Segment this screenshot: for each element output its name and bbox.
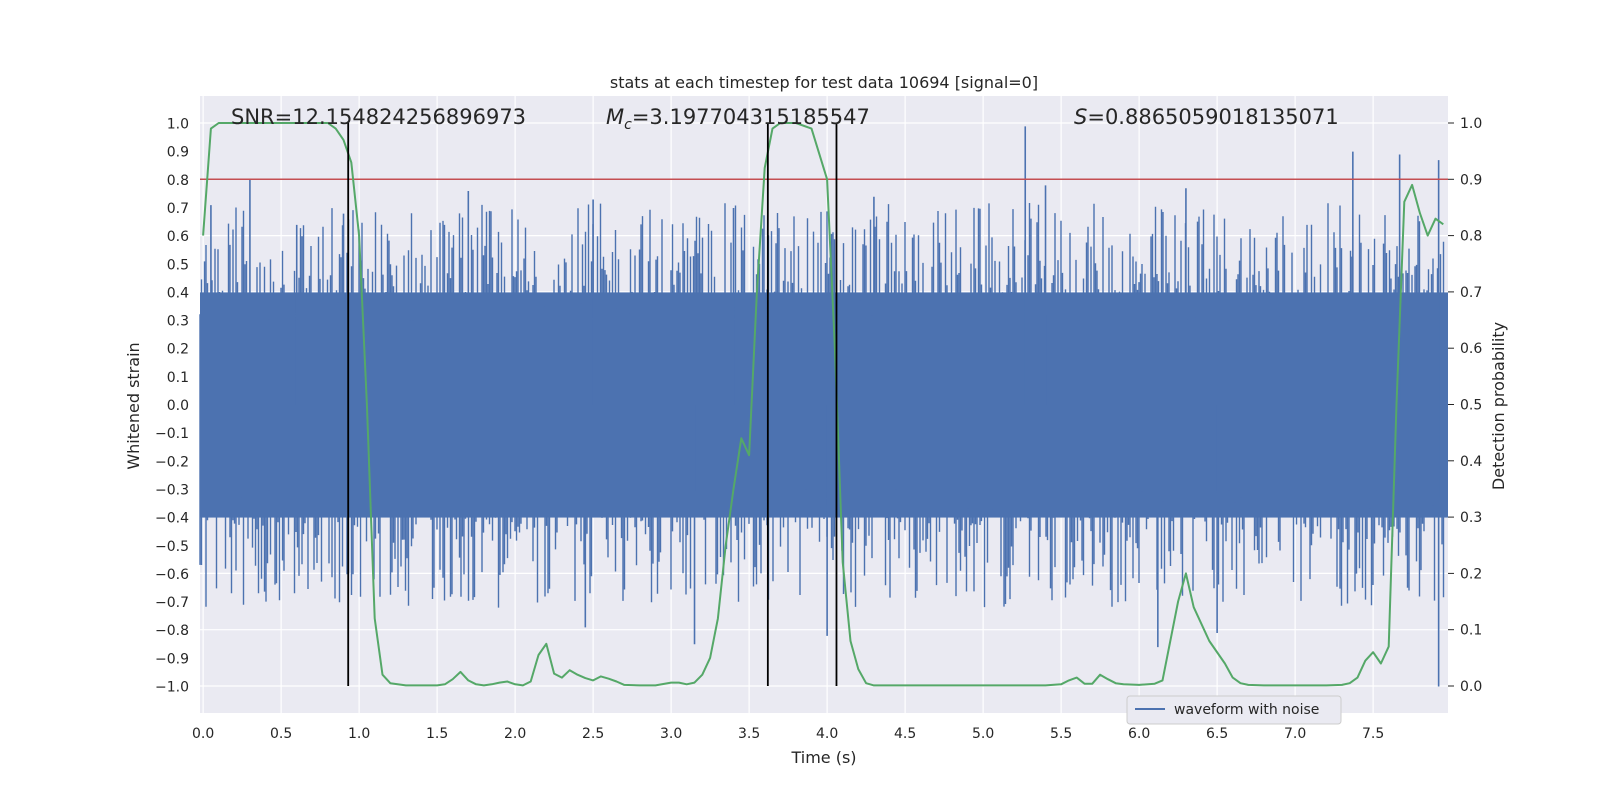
y-tick-label: 1.0: [167, 117, 189, 133]
y-tick-label: 0.9: [167, 145, 189, 161]
x-tick-label: 6.0: [1128, 726, 1150, 742]
y2-tick-label: 0.1: [1460, 623, 1482, 639]
x-tick-label: 0.0: [192, 726, 214, 742]
y2-axis-ticks: 1.0 0.9 0.8 0.7 0.6 0.5 0.4 0.3 0.2 0.1 0.0: [1448, 116, 1482, 695]
x-tick-label: 7.5: [1362, 726, 1384, 742]
y-tick-label: −0.7: [155, 595, 189, 611]
y-axis-ticks: 1.0 0.9 0.8 0.7 0.6 0.5 0.4 0.3 0.2 0.1 0.0 −0.1 −0.…: [155, 117, 189, 696]
y-tick-label: −1.0: [155, 680, 189, 696]
y2-tick-label: 0.5: [1460, 398, 1482, 414]
chirp-mass-symbol: M: [606, 105, 624, 129]
x-tick-label: 3.5: [738, 726, 760, 742]
y-tick-label: −0.5: [155, 539, 189, 555]
y-tick-label: −0.2: [155, 454, 189, 470]
y2-tick-label: 0.3: [1460, 510, 1482, 526]
waveform-noise: [199, 203, 1448, 608]
detection-probability-series: [202, 122, 1444, 687]
y-tick-label: −0.6: [155, 567, 189, 583]
y-tick-label: 0.2: [167, 342, 189, 358]
y-tick-label: −0.4: [155, 511, 189, 527]
chirp-mass-subscript: c: [624, 117, 632, 133]
y-tick-label: 0.8: [167, 173, 189, 189]
y2-tick-label: 0.7: [1460, 285, 1482, 301]
legend: waveform with noise: [1126, 695, 1342, 725]
y2-tick-label: 0.9: [1460, 172, 1482, 188]
y-tick-label: −0.9: [155, 651, 189, 667]
x-tick-label: 5.0: [972, 726, 994, 742]
waveform-with-noise-series: [199, 126, 1448, 687]
y-tick-label: 0.4: [167, 285, 189, 301]
x-tick-label: 6.5: [1206, 726, 1228, 742]
x-tick-label: 3.0: [660, 726, 682, 742]
score-symbol: S: [1074, 105, 1087, 129]
y-tick-label: −0.3: [155, 482, 189, 498]
y2-tick-label: 0.2: [1460, 566, 1482, 582]
x-tick-label: 4.5: [894, 726, 916, 742]
legend-box: [1126, 695, 1342, 725]
detection-boundaries: [347, 123, 838, 686]
y2-axis-label: Detection probability: [1489, 322, 1508, 490]
y2-tick-label: 0.4: [1460, 454, 1482, 470]
legend-label: waveform with noise: [1174, 702, 1319, 718]
x-tick-label: 5.5: [1050, 726, 1072, 742]
snr-annotation: SNR=12.154824256896973: [231, 105, 526, 129]
y2-tick-label: 0.8: [1460, 229, 1482, 245]
x-axis-ticks: 0.0 0.5 1.0 1.5 2.0 2.5 3.0 3.5 4.0 4.5 5.0 5.5 6.0 6…: [192, 726, 1384, 742]
y-axis-label: Whitened strain: [124, 342, 143, 469]
x-tick-label: 1.5: [426, 726, 448, 742]
y-tick-label: 0.0: [167, 398, 189, 414]
chirp-mass-annotation: Mc=3.197704315185547: [606, 105, 870, 133]
x-tick-label: 0.5: [270, 726, 292, 742]
score-annotation: S=0.8865059018135071: [1074, 105, 1339, 129]
detection-probability-line: [202, 122, 1444, 687]
y-tick-label: 0.3: [167, 314, 189, 330]
y-tick-label: −0.8: [155, 623, 189, 639]
score-value: =0.8865059018135071: [1087, 105, 1338, 129]
y-tick-label: 0.5: [167, 257, 189, 273]
chart-title: stats at each timestep for test data 106…: [610, 73, 1038, 92]
y2-tick-label: 0.6: [1460, 341, 1482, 357]
chirp-mass-value: =3.197704315185547: [632, 105, 870, 129]
x-axis-label: Time (s): [790, 748, 856, 767]
y2-tick-label: 0.0: [1460, 679, 1482, 695]
y-tick-label: 0.7: [167, 201, 189, 217]
x-tick-label: 7.0: [1284, 726, 1306, 742]
y-tick-label: −0.1: [155, 426, 189, 442]
x-tick-label: 1.0: [348, 726, 370, 742]
y-tick-label: 0.1: [167, 370, 189, 386]
x-tick-label: 2.5: [582, 726, 604, 742]
y-tick-label: 0.6: [167, 229, 189, 245]
x-tick-label: 4.0: [816, 726, 838, 742]
x-tick-label: 2.0: [504, 726, 526, 742]
y2-tick-label: 1.0: [1460, 116, 1482, 132]
